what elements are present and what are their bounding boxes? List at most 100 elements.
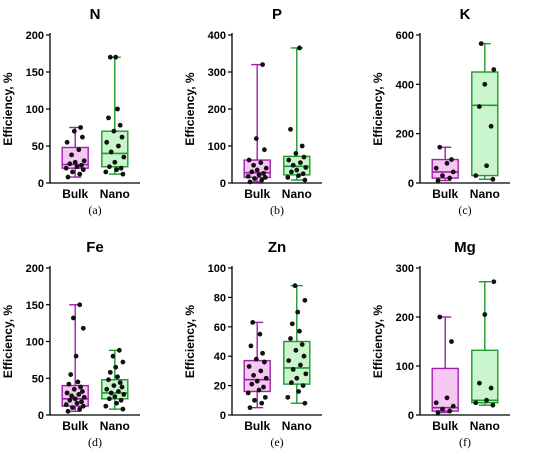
data-point xyxy=(80,389,85,394)
data-point xyxy=(117,122,123,128)
data-point xyxy=(78,125,83,130)
data-point xyxy=(491,279,497,285)
y-tick-label: 200 xyxy=(26,30,44,42)
data-point xyxy=(112,394,118,400)
panel-caption: (d) xyxy=(88,435,102,449)
y-axis-label: Efficiency, % xyxy=(371,72,385,145)
data-point xyxy=(251,372,256,378)
data-point xyxy=(117,380,123,386)
data-point xyxy=(433,400,439,406)
x-tick-label: Bulk xyxy=(432,187,458,201)
panel-caption: (e) xyxy=(270,435,283,449)
iqr-box xyxy=(471,349,499,404)
data-point xyxy=(76,392,82,397)
data-point xyxy=(107,164,112,170)
y-tick-label: 600 xyxy=(396,30,414,42)
data-point xyxy=(65,174,71,180)
box-bulk xyxy=(243,62,271,185)
data-point xyxy=(67,397,73,403)
data-point xyxy=(245,173,251,179)
y-tick-label: 20 xyxy=(214,381,226,393)
data-point xyxy=(118,165,124,171)
data-point xyxy=(256,172,262,178)
x-tick-label: Bulk xyxy=(244,419,270,433)
data-point xyxy=(103,169,109,175)
y-axis-label: Efficiency, % xyxy=(183,305,197,378)
data-point xyxy=(259,400,265,406)
data-point xyxy=(484,163,489,169)
data-point xyxy=(67,161,73,167)
data-point xyxy=(253,136,259,142)
y-tick-label: 200 xyxy=(26,263,44,275)
data-point xyxy=(302,297,308,303)
data-point xyxy=(103,403,109,409)
data-point xyxy=(290,162,296,168)
data-point xyxy=(258,160,264,166)
data-point xyxy=(297,328,302,334)
panel-caption: (a) xyxy=(88,203,101,217)
y-tick-label: 100 xyxy=(26,337,44,349)
box-bulk xyxy=(61,125,89,180)
chart-panel: K Efficiency, % 0 200 400 600 Bulk Nano (c) xyxy=(371,6,510,217)
data-point xyxy=(69,152,74,158)
y-tick-label: 0 xyxy=(220,178,226,190)
y-tick-label: 300 xyxy=(208,67,226,79)
y-tick-label: 50 xyxy=(32,373,44,385)
x-tick-label: Bulk xyxy=(62,419,88,433)
data-point xyxy=(293,151,299,156)
data-point xyxy=(108,149,114,155)
data-point xyxy=(263,375,269,381)
data-point xyxy=(80,325,86,331)
y-tick-label: 80 xyxy=(214,292,226,304)
y-tick-label: 60 xyxy=(214,322,226,334)
chart-title: Zn xyxy=(268,239,286,256)
y-tick-label: 40 xyxy=(214,351,226,363)
chart-title: P xyxy=(272,6,282,23)
data-point xyxy=(296,389,301,394)
data-point xyxy=(116,143,121,149)
data-point xyxy=(80,167,86,173)
data-point xyxy=(450,169,456,175)
data-point xyxy=(289,169,294,175)
data-point xyxy=(262,147,267,153)
data-point xyxy=(77,406,83,412)
box-bulk xyxy=(61,302,89,414)
data-point xyxy=(76,147,82,153)
data-point xyxy=(71,128,77,134)
data-point xyxy=(440,406,445,412)
data-point xyxy=(302,400,308,406)
x-tick-label: Nano xyxy=(470,187,500,201)
data-point xyxy=(107,54,113,60)
data-point xyxy=(112,159,118,165)
data-point xyxy=(289,380,294,386)
data-point xyxy=(261,384,266,390)
y-tick-label: 200 xyxy=(396,312,414,324)
data-point xyxy=(484,397,489,403)
box-bulk xyxy=(431,144,459,183)
data-point xyxy=(247,405,253,411)
data-point xyxy=(121,392,127,397)
data-point xyxy=(81,394,87,400)
x-tick-label: Nano xyxy=(470,419,500,433)
y-axis-label: Efficiency, % xyxy=(371,305,385,378)
y-tick-label: 150 xyxy=(26,67,44,79)
data-point xyxy=(258,368,264,374)
x-tick-label: Nano xyxy=(282,187,312,201)
data-point xyxy=(73,353,79,359)
data-point xyxy=(252,176,257,181)
data-point xyxy=(256,387,262,393)
data-point xyxy=(72,396,78,402)
data-point xyxy=(437,314,443,320)
data-point xyxy=(77,302,83,308)
data-point xyxy=(301,154,307,160)
data-point xyxy=(79,399,84,405)
chart-panel: P Efficiency, % 0 100 200 300 400 Bulk Nano (b) xyxy=(183,6,322,217)
data-point xyxy=(111,383,117,388)
data-point xyxy=(118,397,124,403)
data-point xyxy=(482,312,488,317)
box-nano xyxy=(471,41,499,182)
data-point xyxy=(68,372,74,377)
data-point xyxy=(77,171,83,177)
data-point xyxy=(250,319,256,325)
chart-panel: Mg Efficiency, % 0 100 200 300 Bulk Nano (f) xyxy=(371,239,510,449)
